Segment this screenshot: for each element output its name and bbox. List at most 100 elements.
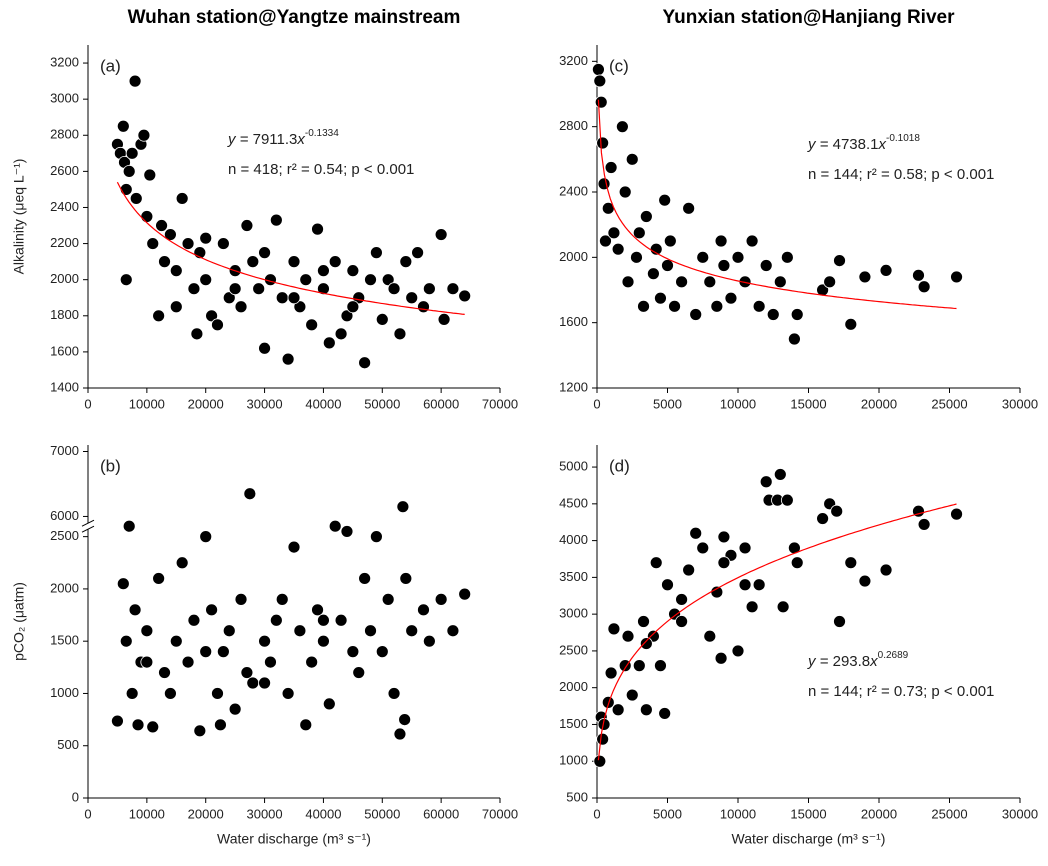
point [738, 275, 752, 289]
equation-exponent: 0.2689 [878, 650, 909, 661]
y-tick-label: 500 [566, 789, 588, 804]
point [398, 713, 412, 726]
point [381, 592, 395, 606]
point [322, 697, 336, 711]
point [738, 541, 752, 555]
y-axis-label: pCO₂ (μatm) [11, 582, 27, 661]
y-tick-label: 7000 [50, 443, 79, 458]
y-tick-label: 3000 [559, 606, 588, 621]
point [621, 629, 635, 643]
x-tick-label: 25000 [931, 806, 967, 821]
point [790, 308, 804, 321]
point [199, 273, 213, 287]
point [434, 592, 448, 606]
point [630, 250, 643, 264]
x-tick-label: 70000 [482, 396, 518, 411]
point [155, 219, 168, 232]
point [417, 603, 430, 617]
x-tick-label: 30000 [246, 806, 282, 821]
point [639, 210, 653, 223]
point [661, 259, 674, 272]
point [632, 659, 646, 673]
point [293, 300, 307, 314]
point [618, 185, 632, 199]
x-tick-label: 0 [593, 806, 600, 821]
equation-lhs: y = [807, 136, 833, 153]
point [222, 291, 236, 305]
point [663, 234, 677, 248]
point [181, 237, 195, 250]
point [211, 687, 224, 700]
y-tick-label: 500 [57, 737, 79, 752]
point [639, 637, 653, 650]
y-tick-label: 2000 [559, 249, 588, 264]
point [597, 177, 611, 191]
point [152, 572, 166, 585]
point [593, 74, 607, 88]
point [328, 255, 342, 269]
equation-exponent: -0.1334 [305, 128, 339, 139]
x-tick-label: 30000 [246, 396, 282, 411]
point [658, 707, 672, 720]
point [668, 299, 681, 313]
point [917, 518, 931, 531]
equation-lhs: y = [227, 131, 253, 148]
point [599, 234, 612, 248]
y-tick-label: 2000 [50, 271, 79, 286]
point [823, 275, 837, 289]
point [637, 615, 650, 628]
x-tick-label: 60000 [423, 396, 459, 411]
point [199, 231, 213, 245]
fit-stats: n = 144; r² = 0.58; p < 0.001 [808, 166, 994, 183]
point [128, 74, 142, 88]
point [393, 327, 407, 341]
point [405, 624, 419, 638]
point [387, 687, 401, 700]
fit-curve [116, 181, 465, 315]
point [759, 475, 773, 489]
point [119, 183, 133, 196]
point [654, 659, 667, 673]
x-tick-label: 0 [84, 396, 91, 411]
equation-variable: x [878, 136, 887, 153]
point [246, 255, 260, 269]
point [222, 624, 236, 638]
point [654, 291, 667, 305]
panel-title: Yunxian station@Hanjiang River [663, 7, 956, 28]
point [122, 164, 136, 178]
x-tick-label: 20000 [861, 806, 897, 821]
point [731, 644, 745, 658]
point [710, 585, 724, 599]
point [199, 645, 213, 659]
point [717, 259, 731, 272]
point [717, 530, 731, 544]
fit-stats: n = 144; r² = 0.73; p < 0.001 [808, 683, 994, 700]
point [140, 655, 154, 669]
x-tick-label: 5000 [653, 806, 682, 821]
point [211, 318, 224, 332]
point [611, 242, 625, 256]
equation-lhs: y = [807, 653, 833, 670]
x-tick-label: 20000 [188, 806, 224, 821]
point [752, 299, 766, 313]
point [675, 275, 688, 289]
equation-coefficient: 4738.1 [833, 136, 879, 153]
point [364, 273, 377, 287]
point [181, 655, 195, 669]
y-tick-label: 2400 [559, 183, 588, 198]
y-tick-label: 3200 [559, 53, 588, 68]
x-tick-label: 70000 [482, 806, 518, 821]
point [879, 563, 893, 577]
point [816, 283, 829, 297]
equation-coefficient: 293.8 [833, 653, 871, 670]
equation: y = 293.8x0.2689 [807, 650, 909, 670]
point [187, 613, 201, 627]
point [287, 255, 301, 269]
y-tick-label: 2500 [559, 642, 588, 657]
point [311, 222, 324, 236]
point [334, 327, 348, 341]
x-tick-label: 50000 [364, 806, 400, 821]
point [129, 192, 143, 205]
y-tick-label: 3500 [559, 569, 588, 584]
point [615, 120, 629, 134]
